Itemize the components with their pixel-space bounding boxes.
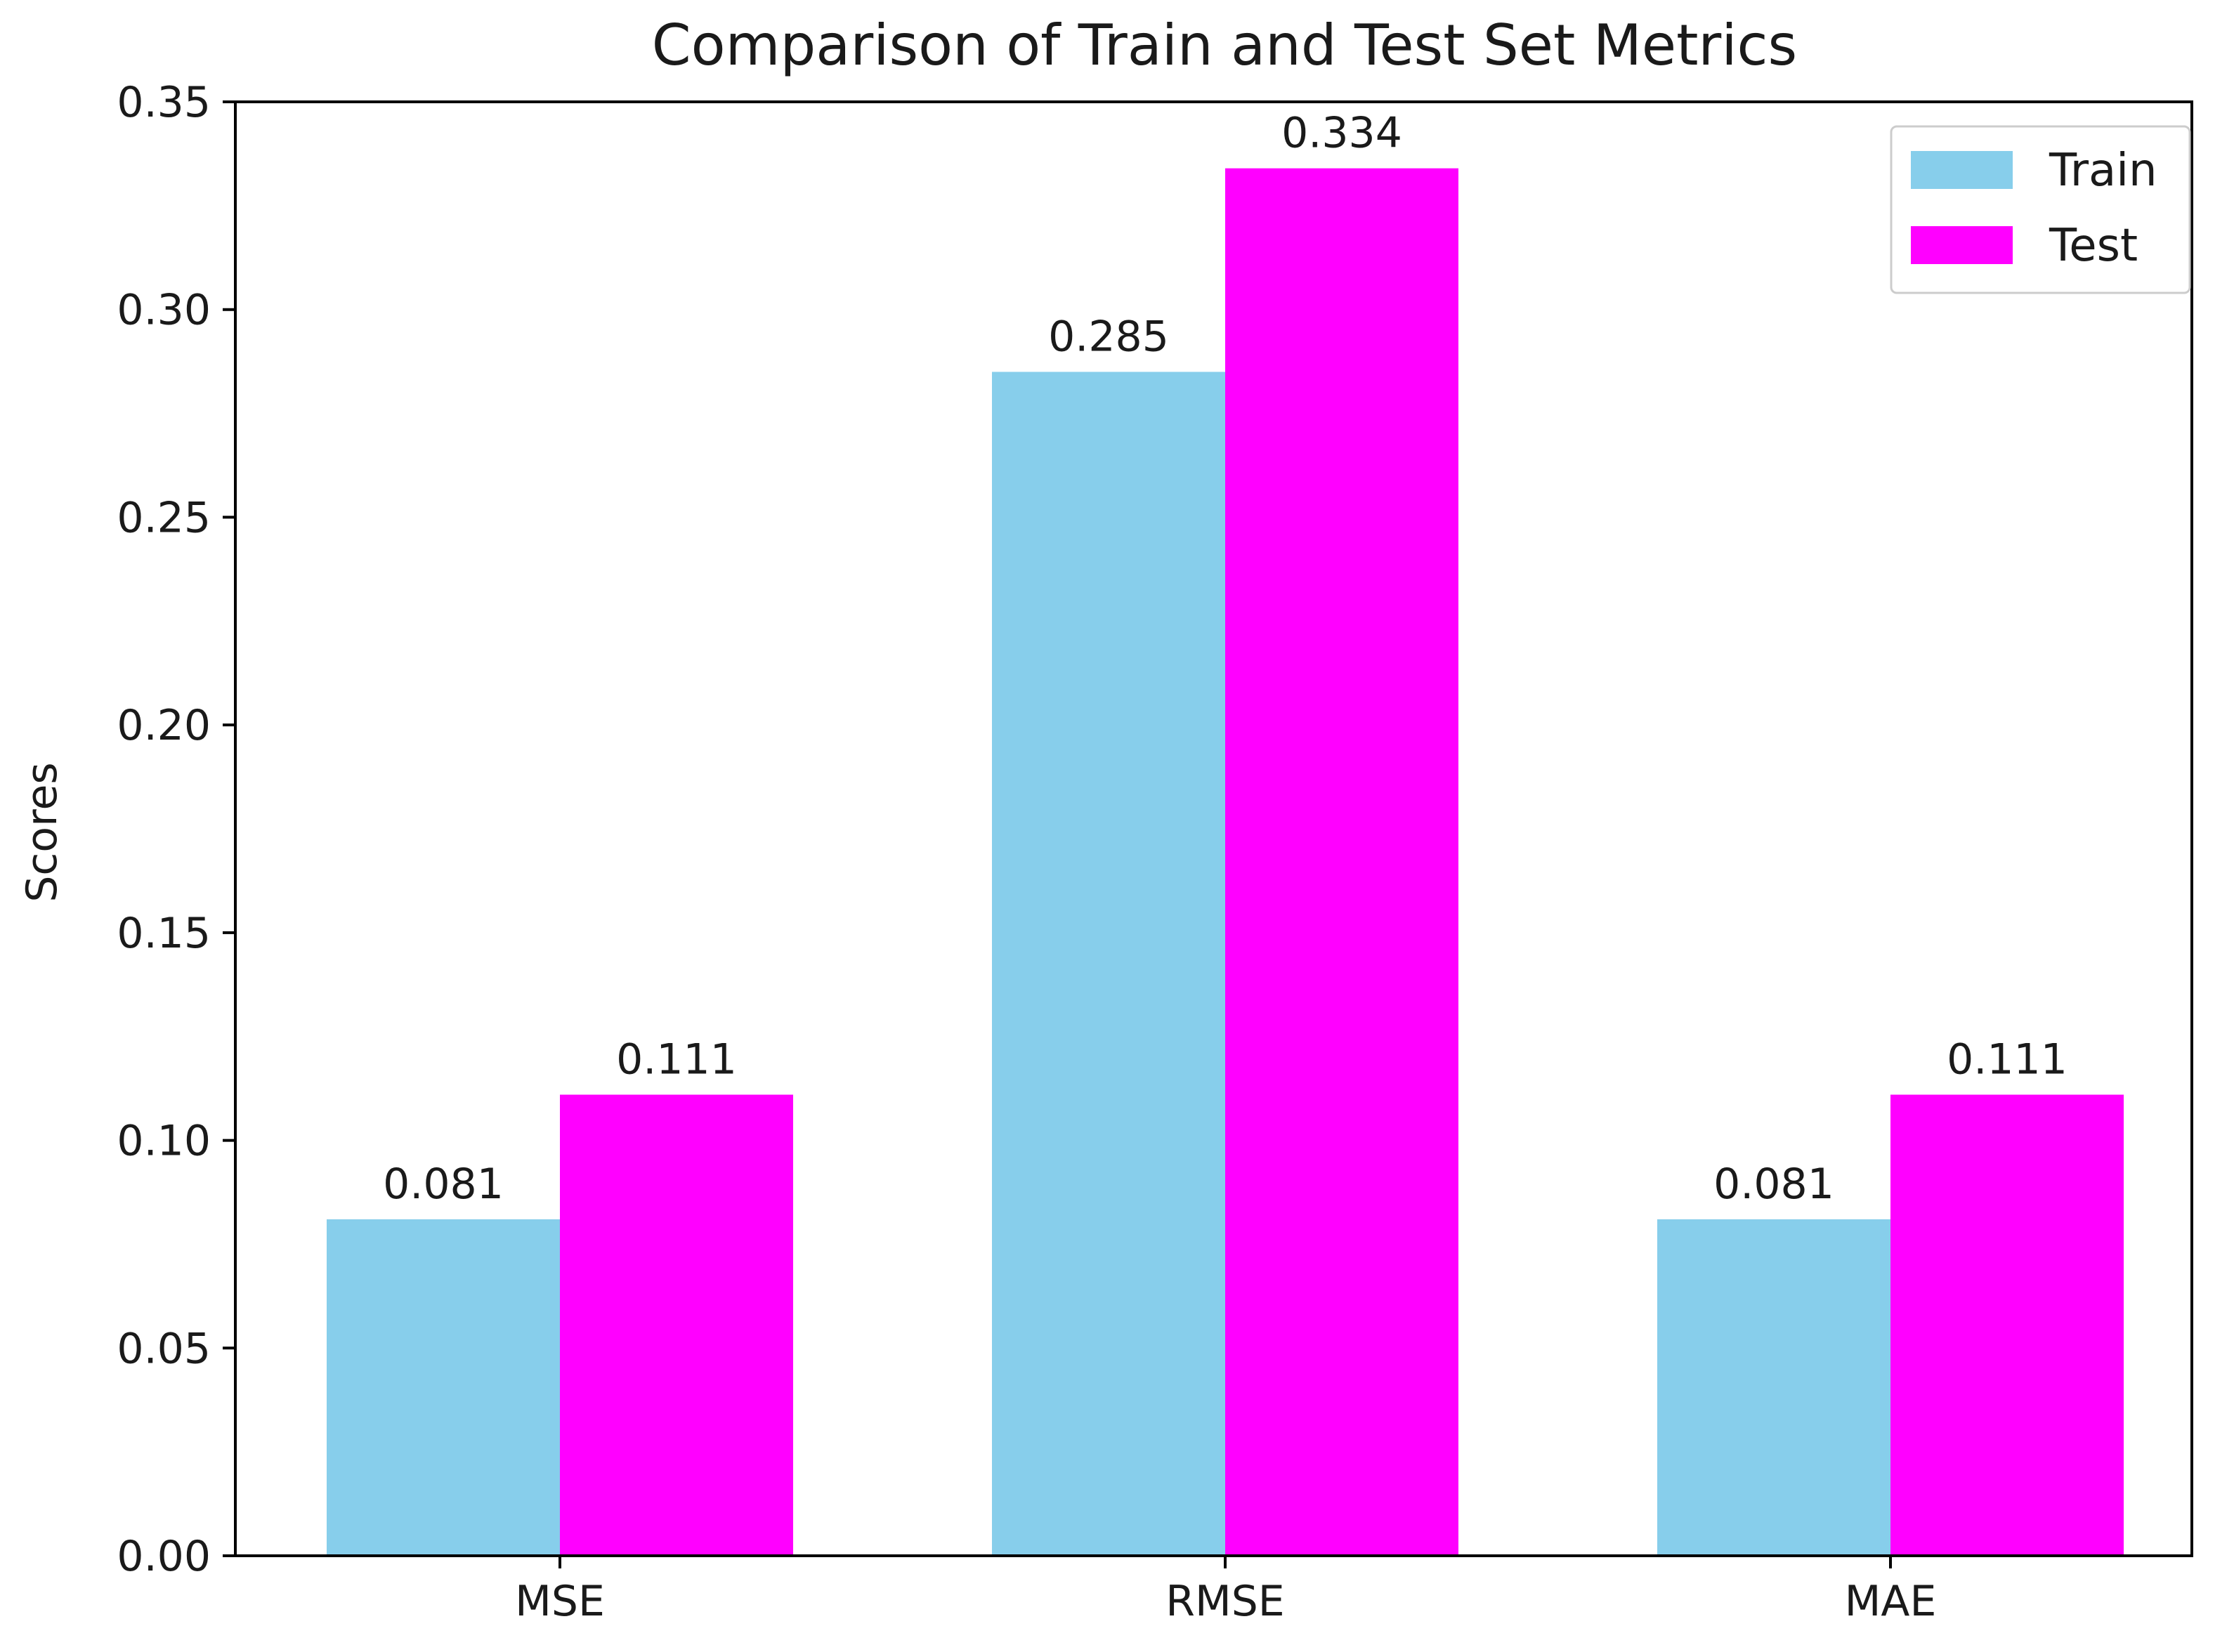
x-tick-label-mse: MSE xyxy=(515,1577,605,1626)
bar-value-label-test-mae: 0.111 xyxy=(1947,1035,2068,1084)
bar-train-rmse xyxy=(992,372,1225,1556)
legend: Train Test xyxy=(1890,125,2191,294)
x-tick-label-rmse: RMSE xyxy=(1165,1577,1284,1626)
bar-test-rmse xyxy=(1225,168,1458,1556)
y-tick-label: 0.20 xyxy=(117,701,211,750)
y-axis: 0.00 0.05 0.10 0.15 0.20 0.25 0.30 0.35 xyxy=(117,78,235,1581)
bar-test-mse xyxy=(560,1094,793,1556)
x-tick-label-mae: MAE xyxy=(1845,1577,1937,1626)
legend-label-train: Train xyxy=(2049,145,2157,197)
legend-swatch-test xyxy=(1911,226,2013,264)
y-tick-label: 0.05 xyxy=(117,1324,211,1373)
y-axis-label: Scores xyxy=(18,762,67,902)
y-tick-label: 0.30 xyxy=(117,286,211,335)
y-tick-label: 0.10 xyxy=(117,1117,211,1166)
y-tick-label: 0.35 xyxy=(117,78,211,127)
y-tick-label: 0.00 xyxy=(117,1532,211,1581)
y-tick-label: 0.25 xyxy=(117,493,211,542)
legend-label-test: Test xyxy=(2049,220,2138,272)
bars-layer xyxy=(327,168,2124,1556)
bar-test-mae xyxy=(1890,1094,2124,1556)
legend-swatch-train xyxy=(1911,151,2013,189)
x-axis: MSE RMSE MAE xyxy=(515,1556,1936,1626)
y-tick-label: 0.15 xyxy=(117,909,211,958)
bar-value-label-train-rmse: 0.285 xyxy=(1048,312,1169,361)
plot-frame xyxy=(234,100,2193,1557)
bar-train-mae xyxy=(1657,1219,1890,1556)
bar-value-label-train-mae: 0.081 xyxy=(1713,1160,1834,1209)
bar-value-label-test-mse: 0.111 xyxy=(616,1035,737,1084)
bar-value-labels: 0.081 0.111 0.285 0.334 0.081 0.111 xyxy=(383,109,2068,1209)
bar-train-mse xyxy=(327,1219,560,1556)
bar-value-label-train-mse: 0.081 xyxy=(383,1160,504,1209)
bar-value-label-test-rmse: 0.334 xyxy=(1281,109,1402,158)
chart-title: Comparison of Train and Test Set Metrics xyxy=(652,13,1797,78)
